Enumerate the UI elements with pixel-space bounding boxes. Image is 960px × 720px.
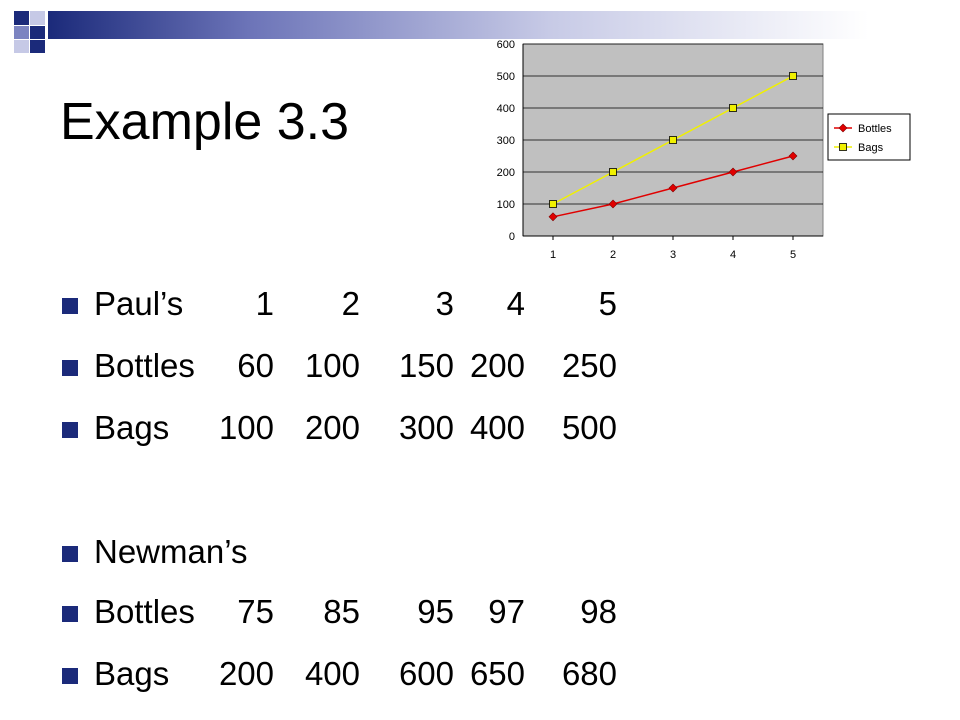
x-tick-label: 2 [610, 249, 616, 261]
list-item: Paul’s 1 2 3 4 5 [0, 284, 960, 324]
row-value: 98 [580, 593, 617, 630]
y-tick-label: 500 [497, 71, 515, 83]
line-chart: 0 100 200 300 400 500 600 1 2 3 4 5 Bottles Bags [497, 39, 911, 261]
list-item: Bags 200 400 600 650 680 [0, 654, 960, 694]
header-gradient-bar [48, 11, 960, 39]
row-value: 2 [341, 285, 360, 322]
list-item: Bottles 75 85 95 97 98 [0, 592, 960, 632]
row-value: 680 [561, 655, 617, 692]
row-value: 150 [398, 347, 454, 384]
row-label: Bottles [94, 347, 195, 384]
row-value: 400 [469, 409, 525, 446]
row-value: 1 [255, 285, 274, 322]
x-tick-label: 5 [790, 249, 796, 261]
row-value: 600 [398, 655, 454, 692]
corner-square [30, 26, 45, 39]
x-tick-label: 1 [550, 249, 556, 261]
corner-square [14, 40, 29, 53]
corner-square [14, 11, 29, 25]
row-value: 4 [506, 285, 525, 322]
list-item: Newman’s [0, 532, 960, 572]
row-label: Newman’s [94, 533, 248, 570]
row-value: 3 [435, 285, 454, 322]
data-point-bags [609, 168, 617, 176]
square-bullet-icon [62, 668, 78, 684]
data-point-bags [729, 104, 737, 112]
row-value: 200 [218, 655, 274, 692]
y-tick-label: 600 [497, 39, 515, 51]
data-point-bags [549, 200, 557, 208]
row-value: 400 [304, 655, 360, 692]
row-label: Bags [94, 655, 170, 692]
y-tick-label: 100 [497, 199, 515, 211]
y-tick-label: 300 [497, 135, 515, 147]
corner-square [14, 26, 29, 39]
data-point-bags [669, 136, 677, 144]
data-point-bottles [838, 123, 848, 133]
data-point-bottles [548, 212, 558, 222]
data-point-bottles [788, 151, 798, 161]
square-bullet-icon [62, 360, 78, 376]
square-bullet-icon [62, 606, 78, 622]
row-value: 5 [598, 285, 617, 322]
y-tick-label: 400 [497, 103, 515, 115]
row-value: 97 [488, 593, 525, 630]
data-point-bottles [728, 167, 738, 177]
row-value: 60 [237, 347, 274, 384]
row-value: 650 [469, 655, 525, 692]
row-label: Bottles [94, 593, 195, 630]
row-value: 250 [561, 347, 617, 384]
legend-label: Bottles [858, 123, 892, 135]
y-tick-label: 200 [497, 167, 515, 179]
legend-box [827, 113, 911, 161]
y-tick-label: 0 [509, 231, 515, 243]
row-value: 200 [469, 347, 525, 384]
row-value: 300 [398, 409, 454, 446]
row-label: Paul’s [94, 285, 184, 322]
list-item: Bottles 60 100 150 200 250 [0, 346, 960, 386]
corner-square [30, 11, 45, 25]
x-tick-label: 4 [730, 249, 736, 261]
legend-label: Bags [858, 142, 884, 154]
square-bullet-icon [62, 546, 78, 562]
data-point-bags [839, 143, 847, 151]
slide-title: Example 3.3 [60, 93, 350, 151]
row-value: 85 [323, 593, 360, 630]
data-point-bottles [608, 199, 618, 209]
row-value: 500 [561, 409, 617, 446]
square-bullet-icon [62, 422, 78, 438]
row-label: Bags [94, 409, 170, 446]
row-value: 75 [237, 593, 274, 630]
row-value: 100 [218, 409, 274, 446]
data-point-bottles [668, 183, 678, 193]
corner-square [30, 40, 45, 53]
data-point-bags [789, 72, 797, 80]
list-item: Bags 100 200 300 400 500 [0, 408, 960, 448]
row-value: 200 [304, 409, 360, 446]
square-bullet-icon [62, 298, 78, 314]
x-tick-label: 3 [670, 249, 676, 261]
row-value: 100 [304, 347, 360, 384]
row-value: 95 [417, 593, 454, 630]
